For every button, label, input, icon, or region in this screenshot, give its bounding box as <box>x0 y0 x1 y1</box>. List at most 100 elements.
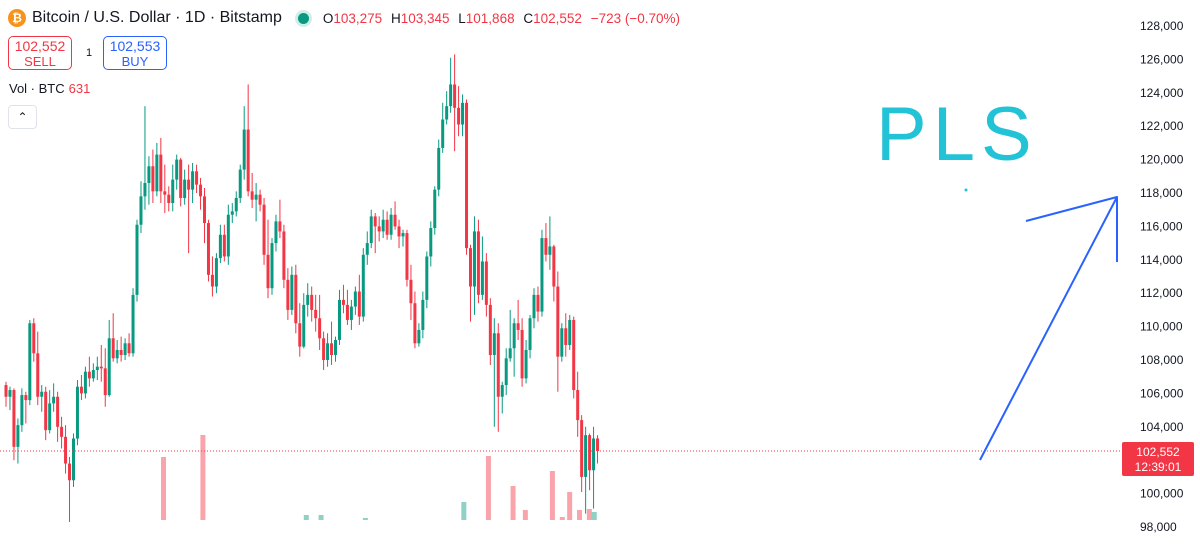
candle <box>433 186 437 235</box>
candle <box>123 338 127 360</box>
candle-body <box>488 304 492 355</box>
candle <box>274 214 278 252</box>
candle <box>270 238 274 295</box>
candle-body <box>143 182 147 197</box>
user-drawings[interactable]: PLS <box>876 92 1118 461</box>
candle-body <box>377 226 381 232</box>
ohlc-open-label: O <box>322 10 334 26</box>
candle-body <box>91 370 95 379</box>
candle <box>195 164 199 193</box>
candle <box>20 388 24 432</box>
price-tick-label: 110,000 <box>1140 320 1183 334</box>
candle-body <box>433 189 437 229</box>
candle <box>44 386 48 441</box>
candle <box>203 187 206 244</box>
projection-arrow[interactable] <box>979 196 1118 461</box>
ohlc-close-value: 102,552 <box>533 10 582 26</box>
candle-body <box>568 319 572 345</box>
candle-body <box>337 299 341 340</box>
candle-body <box>175 159 179 180</box>
price-tick-label: 118,000 <box>1140 186 1183 200</box>
price-tick-label: 128,000 <box>1140 19 1184 33</box>
candle-body <box>508 348 512 359</box>
candle <box>552 244 556 302</box>
candle-body <box>28 323 32 401</box>
candle-body <box>596 438 600 452</box>
price-tick-label: 126,000 <box>1140 52 1184 66</box>
candle-body <box>528 318 532 350</box>
buy-button[interactable]: 102,553 BUY <box>103 36 167 70</box>
candle <box>199 177 203 210</box>
volume-bar <box>591 512 597 520</box>
candle-body <box>468 248 472 287</box>
candle <box>397 219 401 249</box>
pls-annotation[interactable]: PLS <box>876 92 1038 177</box>
candle-body <box>421 299 425 330</box>
candle-body <box>79 386 83 394</box>
candle <box>572 316 576 399</box>
candle-body <box>409 279 413 304</box>
candle-body <box>484 261 488 305</box>
candle-body <box>64 436 68 464</box>
candle <box>449 57 453 113</box>
candle-body <box>12 390 16 447</box>
candle-body <box>556 286 560 357</box>
candle <box>163 164 167 214</box>
candle <box>528 314 532 359</box>
candle <box>306 283 310 317</box>
ohlc-high-label: H <box>390 10 401 26</box>
candle-body <box>492 333 496 355</box>
candle-body <box>115 349 119 359</box>
sell-button[interactable]: 102,552 SELL <box>8 36 72 70</box>
candle <box>87 356 91 387</box>
candle-body <box>572 319 576 391</box>
candle <box>294 264 298 334</box>
candle-body <box>298 323 302 347</box>
candle <box>413 291 417 349</box>
candle <box>214 253 218 294</box>
volume-legend[interactable]: Vol · BTC 631 <box>9 81 90 96</box>
candle-body <box>20 395 24 426</box>
candle-body <box>500 385 504 397</box>
candle <box>48 390 52 434</box>
volume-bar <box>522 510 528 520</box>
candle <box>179 157 183 207</box>
candle-body <box>266 254 270 289</box>
buy-price: 102,553 <box>109 38 161 54</box>
collapse-legend-button[interactable]: ⌃ <box>8 105 37 129</box>
candle <box>584 426 588 514</box>
candle-body <box>68 463 72 481</box>
candle <box>79 375 83 401</box>
candle <box>314 294 318 332</box>
candle-body <box>99 366 103 369</box>
candle-body <box>369 216 373 244</box>
volume-bars <box>161 435 597 520</box>
candle <box>187 164 191 254</box>
candle-body <box>425 256 429 300</box>
candle <box>52 383 56 412</box>
price-tick-label: 120,000 <box>1140 153 1184 167</box>
candle-body <box>334 339 338 355</box>
candle-body <box>234 198 238 212</box>
candle <box>369 209 373 249</box>
candle <box>210 256 214 297</box>
candle <box>28 319 32 406</box>
bitcoin-icon: ₿ <box>8 9 26 27</box>
candle <box>83 366 87 399</box>
volume-bar <box>200 435 206 520</box>
candle <box>496 323 500 432</box>
symbol-title[interactable]: Bitcoin / U.S. Dollar · 1D · Bitstamp <box>32 9 282 26</box>
candle <box>504 348 508 396</box>
candle-body <box>52 396 56 404</box>
candle <box>389 208 393 240</box>
price-change: −723 (−0.70%) <box>590 10 680 26</box>
volume-bar <box>549 471 555 520</box>
candle <box>544 223 548 262</box>
candle-body <box>592 438 596 471</box>
candle-body <box>397 226 401 237</box>
candle <box>171 164 175 212</box>
candle <box>365 231 369 265</box>
